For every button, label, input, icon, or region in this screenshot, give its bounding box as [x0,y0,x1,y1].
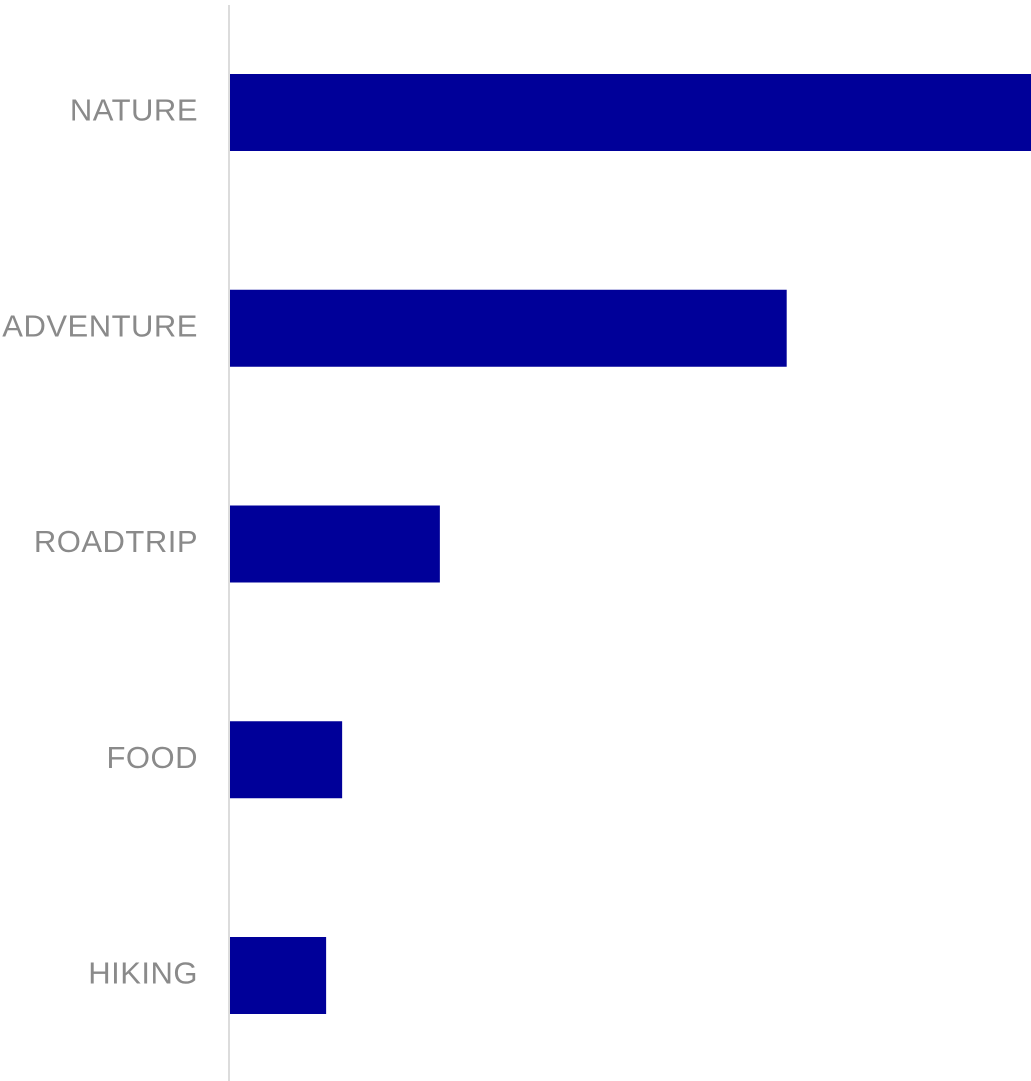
bar-hiking [230,937,327,1014]
bar-adventure [230,289,787,367]
bars [230,74,1031,1014]
bar-roadtrip [230,505,440,583]
bar-food [230,721,343,799]
category-label-adventure: ADVENTURE [2,308,198,343]
category-label-roadtrip: ROADTRIP [34,524,198,559]
category-label-hiking: HIKING [88,956,198,991]
category-label-nature: NATURE [70,93,198,128]
bar-nature [230,74,1031,151]
category-labels: NATURE ADVENTURE ROADTRIP FOOD HIKING [2,93,198,991]
category-label-food: FOOD [106,740,198,775]
